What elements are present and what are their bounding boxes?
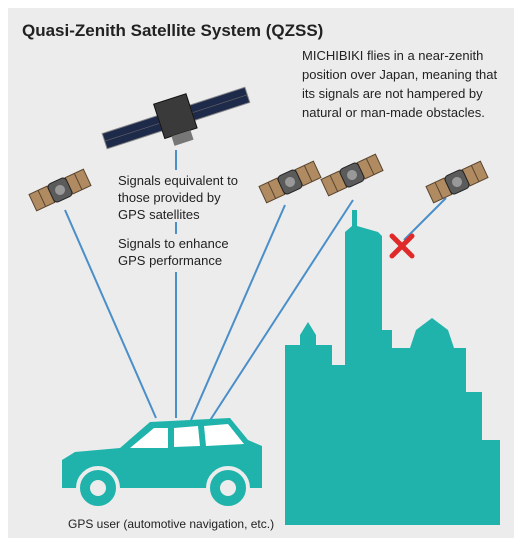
- text-line: Signals equivalent to: [118, 173, 238, 188]
- user-label: GPS user (automotive navigation, etc.): [68, 517, 274, 531]
- text-line: its signals are not hampered by: [302, 86, 483, 101]
- text-line: GPS performance: [118, 253, 222, 268]
- signal-label: Signals to enhance GPS performance: [118, 236, 229, 268]
- text-line: those provided by: [118, 190, 221, 205]
- text-line: GPS satellites: [118, 207, 200, 222]
- text-line: MICHIBIKI flies in a near-zenith: [302, 48, 483, 63]
- building-top: [300, 322, 316, 335]
- title: Quasi-Zenith Satellite System (QZSS): [22, 21, 323, 40]
- car: [62, 418, 262, 510]
- text-line: Signals to enhance: [118, 236, 229, 251]
- blocked-mark: [389, 233, 415, 259]
- text-line: natural or man-made obstacles.: [302, 105, 485, 120]
- description: MICHIBIKI flies in a near-zenith position…: [302, 48, 498, 120]
- text-line: position over Japan, meaning that: [302, 67, 498, 82]
- signals: [64, 150, 447, 426]
- buildings: [285, 210, 500, 525]
- michibiki: [101, 86, 251, 150]
- signal-label: Signals equivalent to those provided by GP…: [118, 173, 238, 222]
